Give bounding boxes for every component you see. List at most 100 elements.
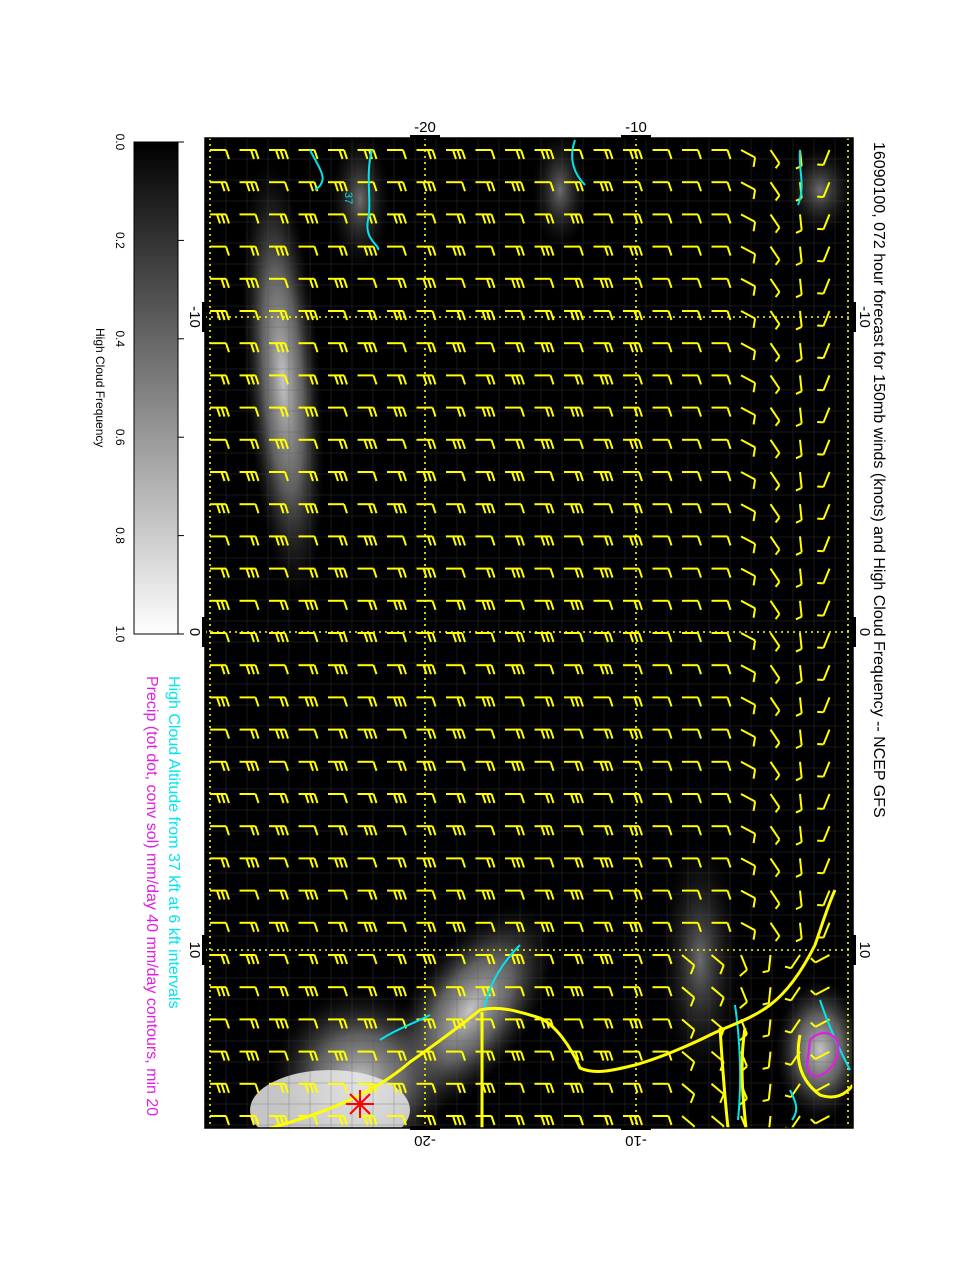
wind-barb [534,632,555,643]
wind-barb [269,503,289,514]
wind-barb [446,213,466,224]
wind-barb [416,760,437,772]
wind-barb [210,567,230,578]
wind-barb [682,664,702,675]
wind-barb [534,760,555,772]
wind-barb [328,1082,348,1094]
wind-barb [534,696,555,707]
wind-barb [269,1018,289,1029]
wind-barb [239,277,260,289]
right-axis-label: 10 [856,942,873,959]
wind-barb [593,245,614,256]
right-axis-label: 0 [856,628,873,636]
wind-barb [711,857,732,868]
wind-barb [740,889,757,908]
colorbar-tick-label: 0.8 [113,527,127,544]
wind-barb [740,213,757,232]
wind-barb [711,632,732,643]
wind-barb [564,921,584,933]
wind-barb [269,889,289,900]
wind-barb [795,600,803,621]
wind-barb [210,181,230,192]
legend-cloud-altitude: High Cloud Altitude from 37 kft at 6 kft… [165,676,182,1009]
wind-barb [269,793,289,804]
wind-barb [210,1050,230,1061]
wind-barb [505,438,525,450]
wind-barb [387,986,407,997]
wind-barb [534,664,555,675]
wind-barb [769,825,781,846]
wind-barb [446,696,466,707]
wind-barb [682,599,702,611]
wind-barb [475,438,496,450]
wind-barb [682,567,702,578]
wind-barb [416,310,437,321]
wind-barb [623,245,643,256]
wind-barb [298,213,319,224]
wind-barb [740,857,757,876]
wind-barb [269,535,289,546]
wind-barb [416,1082,437,1094]
wind-barb [682,406,702,417]
wind-barb [298,986,319,997]
wind-barb [564,889,584,900]
wind-barb [210,793,230,804]
wind-barb [817,407,831,424]
wind-barb [298,825,319,836]
wind-barb [416,277,437,289]
wind-barb [446,921,466,933]
wind-barb [446,310,466,321]
wind-barb [623,793,643,804]
wind-barb [769,503,781,524]
wind-barb [534,310,555,321]
wind-barb [711,438,732,450]
wind-barb [298,728,319,739]
wind-barb [416,567,437,578]
wind-barb [446,760,466,772]
wind-barb [446,889,466,900]
wind-barb [564,760,584,772]
wind-barb [623,1082,643,1094]
wind-barb [210,954,230,965]
wind-barb [740,406,757,425]
wind-barb [328,406,348,417]
wind-barb [769,535,781,556]
wind-barb [416,181,437,192]
top-axis-label: -10 [625,119,647,136]
wind-barb [711,149,732,160]
wind-barb [795,310,803,331]
wind-barb [534,342,555,353]
wind-barb [769,632,781,652]
wind-barb [534,277,555,289]
wind-barb [710,1083,725,1104]
wind-barb [505,986,525,997]
wind-barb [328,857,348,868]
wind-barb [534,954,555,965]
wind-barb [446,599,466,611]
wind-barb [652,181,673,192]
wind-barb [534,535,555,546]
wind-barb [505,696,525,707]
wind-barb [298,310,319,321]
wind-barb [505,277,525,289]
wind-barb [446,149,466,160]
wind-barb [446,1082,466,1094]
wind-barb [210,438,230,450]
wind-barb [416,438,437,450]
wind-barb [269,277,289,289]
wind-barb [593,535,614,546]
wind-barb [446,793,466,804]
wind-barb [769,471,781,491]
wind-barb [387,149,407,160]
wind-barb [239,1018,260,1029]
wind-barb [210,728,230,739]
wind-barb [446,728,466,739]
wind-barb [564,825,584,836]
wind-barb [505,342,525,353]
wind-barb [769,310,781,330]
wind-barb [769,793,781,813]
wind-barb [505,245,525,256]
wind-barb [740,535,757,554]
wind-barb [534,857,555,868]
wind-barb [210,213,230,224]
